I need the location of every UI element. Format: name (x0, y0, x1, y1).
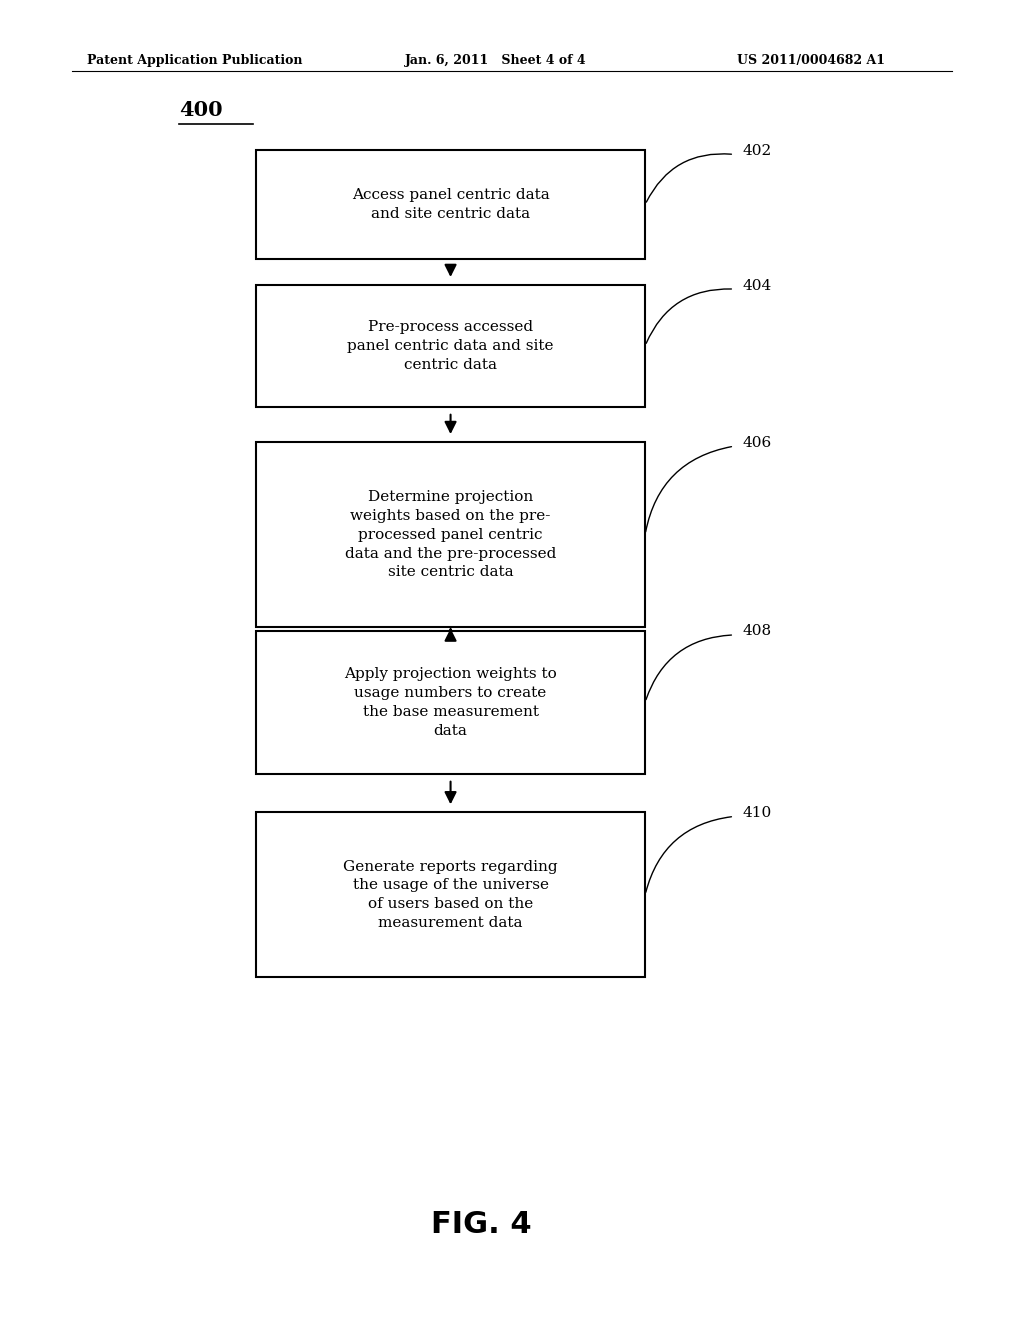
Text: 410: 410 (742, 805, 772, 820)
Text: Pre-process accessed
panel centric data and site
centric data: Pre-process accessed panel centric data … (347, 319, 554, 372)
Text: Apply projection weights to
usage numbers to create
the base measurement
data: Apply projection weights to usage number… (344, 667, 557, 738)
Text: 402: 402 (742, 144, 772, 158)
Text: Access panel centric data
and site centric data: Access panel centric data and site centr… (351, 189, 550, 220)
Text: US 2011/0004682 A1: US 2011/0004682 A1 (737, 54, 886, 67)
Bar (256, 285, 645, 407)
Text: 400: 400 (179, 100, 223, 120)
Text: 404: 404 (742, 279, 772, 293)
Text: 406: 406 (742, 436, 772, 450)
Bar (256, 150, 645, 259)
Bar (256, 442, 645, 627)
Text: Jan. 6, 2011   Sheet 4 of 4: Jan. 6, 2011 Sheet 4 of 4 (404, 54, 586, 67)
Bar (256, 812, 645, 977)
Text: FIG. 4: FIG. 4 (431, 1210, 531, 1239)
Bar (256, 631, 645, 774)
Text: Patent Application Publication: Patent Application Publication (87, 54, 302, 67)
Text: Generate reports regarding
the usage of the universe
of users based on the
measu: Generate reports regarding the usage of … (343, 859, 558, 931)
Text: 408: 408 (742, 624, 771, 639)
Text: Determine projection
weights based on the pre-
processed panel centric
data and : Determine projection weights based on th… (345, 490, 556, 579)
